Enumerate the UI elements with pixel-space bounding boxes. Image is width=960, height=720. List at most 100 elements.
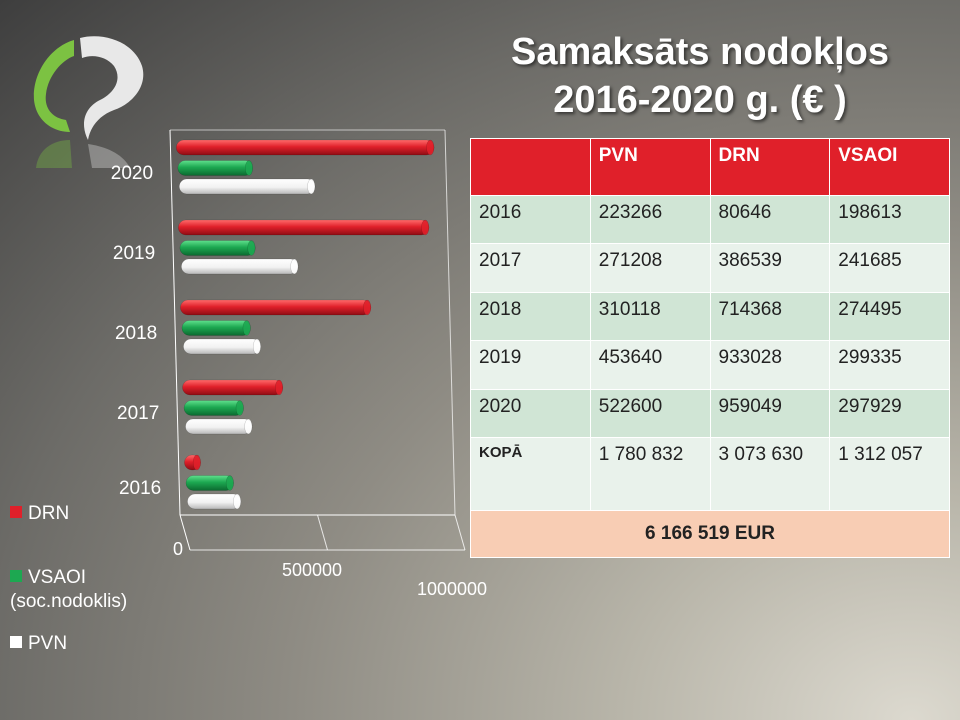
x-tick-label: 0: [173, 539, 183, 559]
bar-body: [182, 379, 284, 396]
table-cell: 453640: [589, 340, 711, 390]
bar-body: [179, 240, 256, 256]
table-cell: 2017: [470, 243, 591, 293]
bar-body: [179, 178, 316, 195]
bar-cap: [244, 418, 253, 435]
bar-body: [181, 258, 299, 275]
bar-cap: [275, 379, 284, 396]
table-cell: 80646: [709, 194, 831, 245]
legend-swatch-vsaoi: [10, 570, 22, 582]
bar-drn-2018: [180, 299, 372, 316]
bar-body: [180, 299, 372, 316]
chart-bars: [176, 139, 435, 510]
title-line-1: Samaksāts nodokļos: [510, 31, 890, 73]
table-total-row: KOPĀ 1 780 832 3 073 630 1 312 057: [470, 437, 950, 511]
bar-cap: [235, 400, 244, 416]
bar-chart: 0 500000 1000000 2020 2019 2018 2017 2016: [111, 129, 487, 599]
table-cell: 2019: [470, 340, 591, 390]
bar-cap: [244, 160, 253, 176]
legend-item-vsaoi: VSAOI (soc.nodoklis): [10, 566, 127, 614]
bar-body: [178, 219, 430, 236]
bar-pvn-2018: [183, 338, 261, 355]
bar-cap: [307, 178, 316, 195]
bar-pvn-2019: [181, 258, 299, 275]
bar-cap: [225, 475, 234, 491]
y-axis-line: [169, 129, 181, 516]
x-axis-floor-right: [454, 514, 466, 551]
x-tick-label: 500000: [282, 560, 342, 580]
table-row: 2018 310118 714368 274495: [470, 291, 950, 342]
table-cell: 1 780 832: [589, 437, 711, 511]
grand-total: 6 166 519 EUR: [470, 510, 950, 558]
y-tick-label: 2018: [115, 323, 157, 344]
bar-body: [183, 338, 261, 355]
bar-cap: [192, 454, 201, 471]
table-header-row: PVN DRN VSAOI: [470, 138, 950, 196]
bar-body: [177, 160, 253, 176]
total-label: KOPĀ: [470, 437, 591, 511]
table-row: 2019 453640 933028 299335: [470, 340, 950, 390]
bar-pvn-2020: [179, 178, 316, 195]
chart-labels: 0 500000 1000000 2020 2019 2018 2017 2016: [111, 163, 487, 599]
bar-drn-2020: [176, 139, 435, 156]
legend-swatch-drn: [10, 506, 22, 518]
bar-cap: [290, 258, 299, 275]
bar-cap: [242, 320, 251, 336]
table-cell: 714368: [709, 291, 831, 342]
y-tick-label: 2020: [111, 163, 153, 184]
x-axis-depth-line: [179, 514, 191, 551]
table-cell: 241685: [829, 243, 950, 293]
x-tick-label: 1000000: [417, 579, 487, 599]
table-cell: 2020: [470, 388, 591, 439]
bar-vsaoi-2017: [183, 400, 244, 416]
legend-item-pvn: PVN: [10, 632, 67, 656]
chart-frame: [169, 129, 466, 551]
bar-vsaoi-2020: [177, 160, 253, 176]
bar-cap: [252, 338, 261, 355]
table-header-cell: VSAOI: [829, 138, 950, 196]
table-cell: 2016: [470, 194, 591, 245]
table-cell: 933028: [709, 340, 831, 390]
table-row: 2016 223266 80646 198613: [470, 194, 950, 245]
table-cell: 271208: [589, 243, 711, 293]
table-cell: 223266: [589, 194, 711, 245]
table-cell: 310118: [589, 291, 711, 342]
table-cell: 1 312 057: [829, 437, 950, 511]
table-header-cell: PVN: [589, 138, 711, 196]
bar-cap: [421, 219, 430, 236]
logo-icon: [33, 36, 144, 168]
y-tick-label: 2017: [117, 403, 159, 424]
table-cell: 386539: [709, 243, 831, 293]
y-tick-label: 2016: [119, 478, 161, 499]
table-header-cell: DRN: [709, 138, 831, 196]
tax-table: PVN DRN VSAOI 2016 223266 80646 198613 2…: [470, 138, 950, 558]
table-cell: 2018: [470, 291, 591, 342]
bar-body: [176, 139, 435, 156]
legend-label-pvn: PVN: [28, 633, 68, 654]
title-line-2: 2016-2020 g. (€ ): [553, 79, 847, 121]
bar-body: [187, 493, 242, 510]
bar-cap: [247, 240, 256, 256]
bar-cap: [363, 299, 372, 316]
table-cell: 959049: [709, 388, 831, 439]
chart-right-border: [444, 129, 456, 516]
bar-vsaoi-2019: [179, 240, 256, 256]
bar-pvn-2016: [187, 493, 242, 510]
page-title: Samaksāts nodokļos 2016-2020 g. (€ ): [470, 28, 930, 124]
grand-total-row: 6 166 519 EUR: [470, 510, 950, 558]
legend-label-drn: DRN: [28, 503, 70, 524]
bar-drn-2017: [182, 379, 284, 396]
bar-body: [183, 400, 244, 416]
bar-body: [181, 320, 251, 336]
bar-vsaoi-2016: [185, 475, 234, 491]
table-cell: 198613: [829, 194, 950, 245]
bar-vsaoi-2018: [181, 320, 251, 336]
bar-pvn-2017: [185, 418, 253, 435]
table-cell: 522600: [589, 388, 711, 439]
table-cell: 299335: [829, 340, 950, 390]
table-row: 2017 271208 386539 241685: [470, 243, 950, 293]
legend-item-drn: DRN: [10, 502, 69, 526]
bar-drn-2019: [178, 219, 430, 236]
bar-cap: [426, 139, 435, 156]
x-gridline: [317, 514, 328, 551]
